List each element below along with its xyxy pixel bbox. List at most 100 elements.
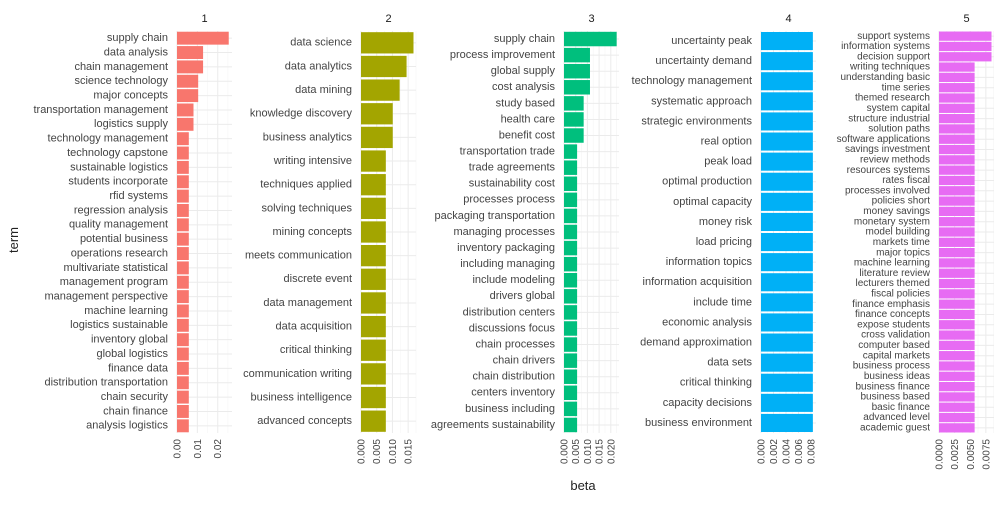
- term-label: health care: [501, 113, 555, 125]
- term-label: economic analysis: [662, 316, 752, 328]
- bar: [939, 93, 975, 103]
- term-label: business including: [465, 403, 555, 415]
- bar: [177, 204, 189, 217]
- term-label: business intelligence: [250, 391, 352, 403]
- bar: [761, 172, 813, 191]
- bar: [761, 333, 813, 352]
- term-label: rfid systems: [109, 190, 168, 202]
- bar: [939, 227, 975, 237]
- bar: [361, 245, 386, 267]
- term-label: data management: [263, 297, 352, 309]
- term-label: technology management: [48, 133, 168, 145]
- bar: [177, 304, 189, 318]
- term-label: study based: [496, 97, 555, 109]
- bar: [564, 401, 578, 417]
- bar: [939, 381, 975, 392]
- bar: [361, 55, 407, 78]
- bar: [361, 150, 386, 172]
- bar: [177, 361, 189, 375]
- term-label: finance emphasis: [852, 299, 930, 310]
- bar: [564, 224, 578, 240]
- term-label: benefit cost: [499, 129, 555, 141]
- term-label: resources systems: [847, 165, 930, 176]
- term-label: cross validation: [861, 330, 930, 341]
- bar: [361, 292, 386, 314]
- bar: [939, 402, 975, 412]
- term-label: decision support: [857, 51, 930, 62]
- bar: [761, 273, 813, 292]
- term-label: business ideas: [864, 371, 930, 382]
- term-label: chain management: [74, 61, 168, 73]
- term-label: information systems: [841, 41, 930, 52]
- term-label: include time: [693, 296, 752, 308]
- bar: [177, 46, 204, 59]
- bar: [564, 192, 578, 208]
- bar: [177, 390, 189, 404]
- term-label: global logistics: [96, 348, 168, 360]
- bar: [361, 221, 386, 243]
- x-tick-label: 0.010: [388, 439, 399, 464]
- bar: [361, 363, 386, 385]
- term-label: information acquisition: [643, 276, 752, 288]
- bar: [939, 371, 975, 381]
- term-label: processes involved: [845, 185, 930, 196]
- bar: [564, 289, 578, 304]
- term-label: discrete event: [284, 273, 352, 285]
- term-label: capacity decisions: [663, 397, 753, 409]
- term-label: major concepts: [93, 90, 168, 102]
- term-label: include modeling: [472, 274, 555, 286]
- term-label: supply chain: [494, 33, 555, 45]
- bar: [564, 31, 617, 47]
- term-label: machine learning: [854, 258, 930, 269]
- term-label: writing techniques: [849, 62, 930, 73]
- bar: [939, 144, 975, 155]
- bar: [564, 144, 578, 159]
- bar: [177, 261, 189, 275]
- term-label: solution paths: [868, 124, 930, 135]
- bar: [564, 337, 578, 352]
- bar: [939, 237, 975, 247]
- bar: [177, 31, 229, 45]
- bar: [361, 268, 386, 290]
- bar: [564, 385, 578, 401]
- bar: [939, 196, 975, 206]
- bar: [761, 313, 813, 332]
- term-label: machine learning: [84, 305, 168, 317]
- term-label: strategic environments: [641, 115, 752, 127]
- term-label: transportation trade: [460, 146, 555, 158]
- term-label: peak load: [704, 156, 752, 168]
- bar: [939, 361, 975, 371]
- term-label: data science: [290, 37, 352, 49]
- bar: [939, 423, 975, 433]
- term-label: chain security: [101, 391, 169, 403]
- bar: [761, 373, 813, 392]
- term-label: communication writing: [243, 368, 352, 380]
- bar: [361, 126, 393, 149]
- bar: [761, 152, 813, 171]
- term-label: real option: [701, 135, 752, 147]
- bar: [564, 240, 578, 256]
- bar: [564, 369, 578, 384]
- bar: [939, 186, 975, 196]
- term-label: chain processes: [476, 338, 556, 350]
- bar: [939, 320, 975, 330]
- term-label: understanding basic: [840, 72, 930, 83]
- term-label: meets communication: [245, 250, 352, 262]
- term-label: managing processes: [453, 226, 555, 238]
- bar: [177, 132, 189, 146]
- term-label: business analytics: [263, 131, 353, 143]
- bar: [939, 175, 975, 186]
- bar: [177, 146, 189, 160]
- bar: [177, 275, 189, 289]
- term-label: information topics: [666, 256, 753, 268]
- bar: [761, 52, 813, 71]
- facet-panel-2: 2 data science data analytics data mining kn…: [243, 13, 417, 464]
- bar: [177, 290, 189, 304]
- term-label: discussions focus: [469, 322, 556, 334]
- bar: [177, 103, 194, 117]
- term-label: techniques applied: [260, 179, 352, 191]
- term-label: optimal production: [662, 176, 752, 188]
- bar: [761, 253, 813, 272]
- term-label: process improvement: [450, 49, 555, 61]
- term-label: lecturers themed: [856, 278, 930, 289]
